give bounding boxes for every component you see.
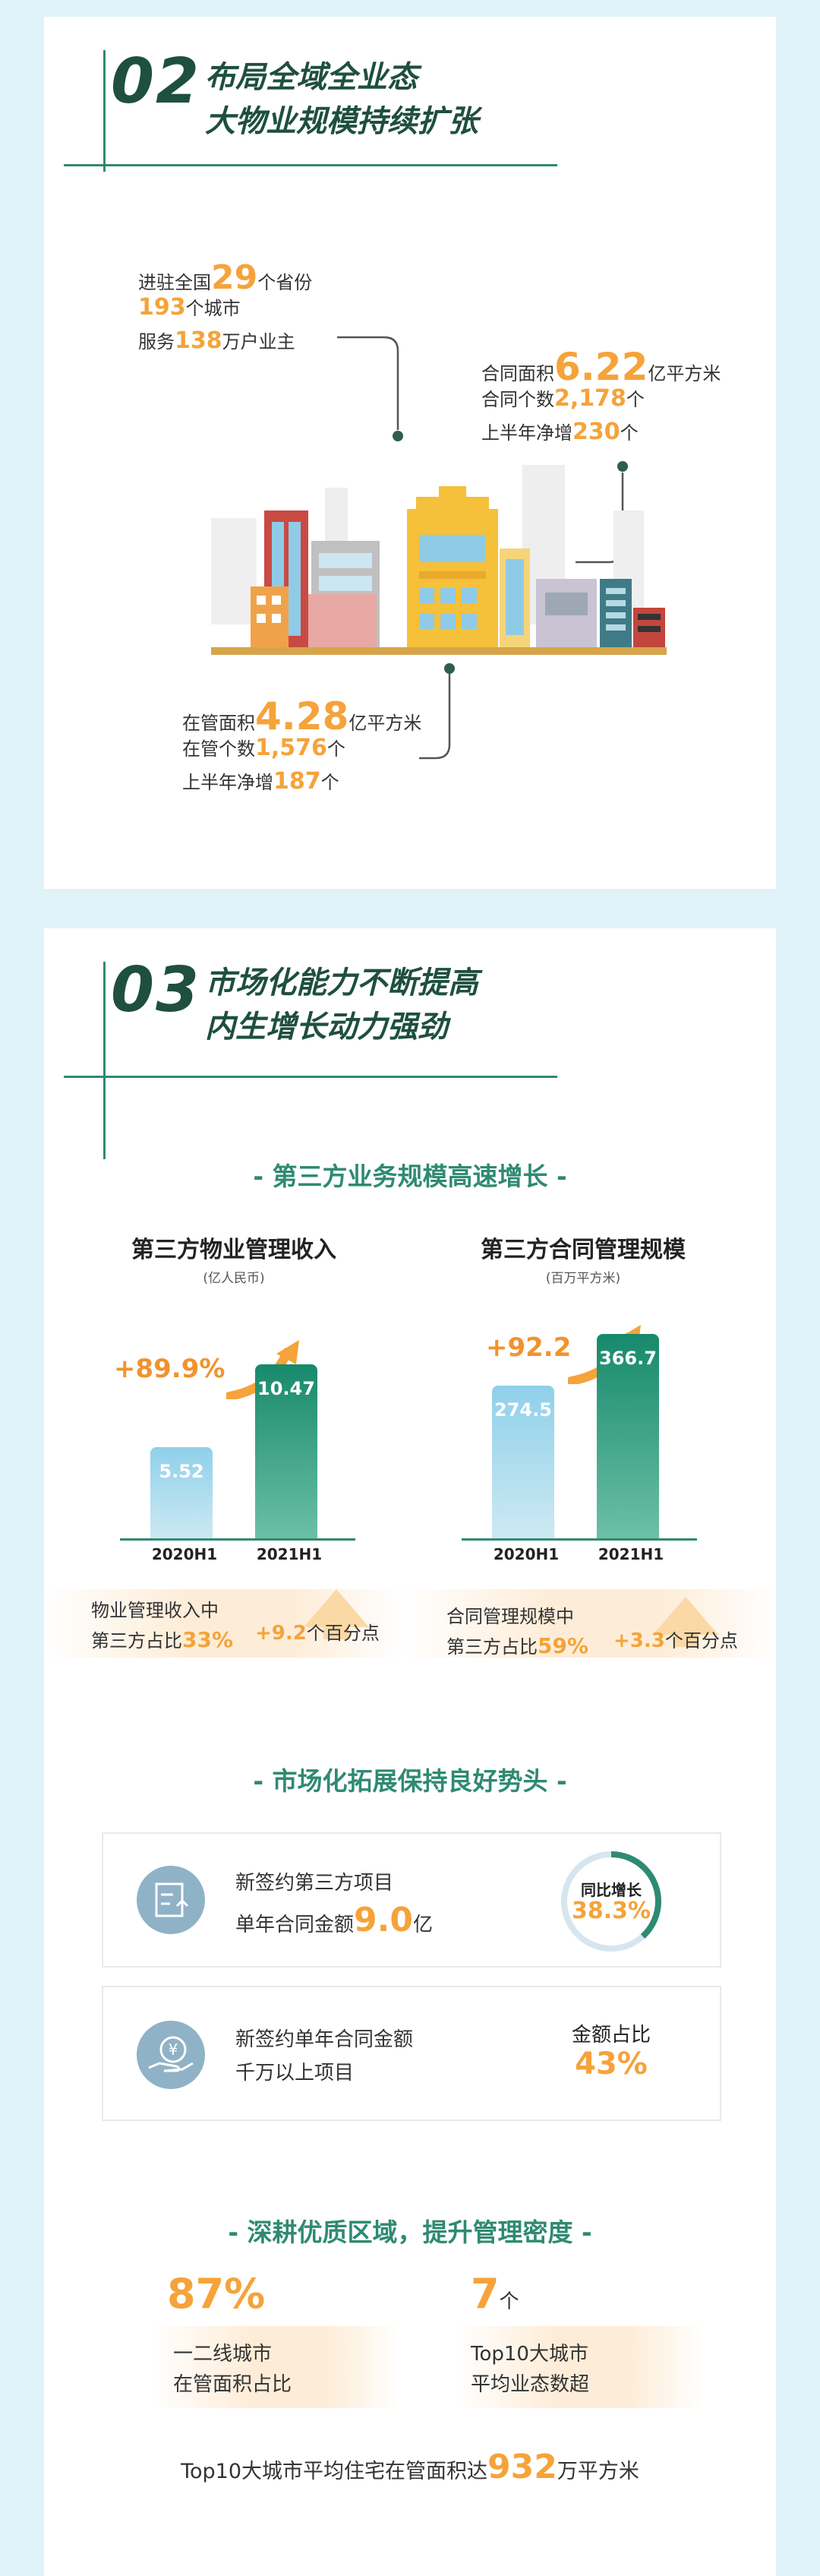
chart2-bar-1: 366.7	[597, 1334, 659, 1539]
chart2-unit: (百万平方米)	[545, 1271, 621, 1286]
section-03-card: 03 市场化能力不断提高 内生增长动力强劲 - 第三方业务规模高速增长 - 第三…	[44, 928, 776, 2576]
box2-right-value: 43%	[575, 2047, 648, 2081]
residential-area-value: 932	[487, 2448, 557, 2486]
box2-line2: 千万以上项目	[235, 2062, 355, 2085]
chart1-title: 第三方物业管理收入	[131, 1237, 336, 1263]
section-title-line1: 布局全域全业态	[205, 60, 418, 95]
tier12-line1: 一二线城市	[173, 2343, 273, 2366]
title-horizontal-rule	[64, 164, 557, 166]
section-title-line1: 市场化能力不断提高	[205, 966, 478, 1000]
section-number: 02	[111, 46, 201, 118]
city-buildings-illustration	[211, 465, 667, 655]
chart1-bar-1: 10.47	[255, 1364, 317, 1539]
top10-line2: 平均业态数超	[471, 2373, 590, 2396]
chart2-xlabel-1: 2021H1	[598, 1545, 664, 1563]
provinces-value: 29	[211, 258, 258, 297]
subheading-market-expansion: - 市场化拓展保持良好势头 -	[253, 1766, 567, 1796]
chart1-unit: (亿人民币)	[203, 1271, 265, 1286]
yen-hand-icon: ¥	[137, 2021, 205, 2089]
new-contract-box: 新签约第三方项目 单年合同金额9.0亿 同比增长 38.3%	[102, 1832, 721, 1968]
title-vertical-rule	[103, 50, 106, 172]
ring-progress	[561, 1851, 661, 1952]
top10-formats-value: 7个	[471, 2270, 519, 2318]
contract-area-value: 6.22	[554, 345, 648, 389]
chart1-growth-label: +89.9%	[114, 1354, 226, 1384]
strip-revenue-line1: 物业管理收入中	[91, 1600, 219, 1621]
up-arrow-icon	[304, 1589, 369, 1639]
contract-count-value: 2,178	[554, 385, 626, 412]
strip-revenue-share-value: 33%	[182, 1627, 234, 1652]
up-arrow-icon	[653, 1597, 718, 1647]
title-vertical-rule	[103, 962, 106, 1159]
chart1-bar-label-0: 5.52	[159, 1461, 204, 1482]
yoy-growth-ring	[561, 1851, 661, 1952]
managed-net-increase-value: 187	[273, 768, 321, 795]
top10-bg	[454, 2326, 705, 2408]
cities-value: 193	[138, 294, 186, 321]
subheading-third-party-growth: - 第三方业务规模高速增长 -	[253, 1162, 567, 1191]
yoy-label: 同比增长	[581, 1881, 642, 1899]
chart1-plot: 5.52 10.47	[105, 1323, 363, 1541]
chart1-bar-0: 5.52	[150, 1447, 213, 1539]
managed-count-value: 1,576	[255, 735, 327, 761]
chart2-bar-label-1: 366.7	[599, 1348, 657, 1369]
box2-line1: 新签约单年合同金额	[235, 2028, 414, 2051]
svg-text:¥: ¥	[169, 2040, 178, 2059]
large-contract-box: ¥ 新签约单年合同金额 千万以上项目 金额占比 43%	[102, 1986, 721, 2121]
section-number: 03	[111, 954, 201, 1026]
chart1-xlabel-0: 2020H1	[151, 1545, 218, 1563]
contract-net-increase-value: 230	[572, 419, 620, 445]
box2-right-label: 金额占比	[571, 2024, 651, 2047]
chart2-xlabel-0: 2020H1	[493, 1545, 560, 1563]
stat-provinces-block: 进驻全国29个省份 193个城市 服务138万户业主	[138, 258, 313, 354]
box1-line2: 单年合同金额9.0亿	[235, 1901, 433, 1939]
stat-contract-block: 合同面积6.22亿平方米 合同个数2,178个 上半年净增230个	[481, 345, 721, 445]
box1-amount-value: 9.0	[354, 1901, 413, 1939]
strip-revenue-delta: +9.2个百分点	[255, 1622, 380, 1645]
chart2-growth-label: +92.2	[486, 1332, 572, 1363]
strip-contract-delta: +3.3个百分点	[613, 1629, 738, 1652]
title-horizontal-rule	[64, 1076, 557, 1078]
tier12-share-value: 87%	[167, 2270, 266, 2318]
strip-contract-line2: 第三方占比59%	[446, 1633, 589, 1658]
strip-revenue-line2: 第三方占比33%	[91, 1627, 234, 1652]
strip-contract-share-bg	[401, 1589, 776, 1658]
top10-residential-area: Top10大城市平均住宅在管面积达932万平方米	[181, 2448, 639, 2486]
tier12-line2: 在管面积占比	[173, 2373, 292, 2396]
stat-managed-block: 在管面积4.28亿平方米 在管个数1,576个 上半年净增187个	[182, 694, 422, 795]
section-02-card: 02 布局全域全业态 大物业规模持续扩张 进驻全国29个省份 193个城市 服务…	[44, 17, 776, 889]
households-value: 138	[175, 327, 222, 354]
chart1-baseline	[120, 1538, 355, 1541]
chart1-xlabel-1: 2021H1	[256, 1545, 323, 1563]
chart2-bar-0: 274.5	[492, 1386, 554, 1539]
chart1-bar-label-1: 10.47	[257, 1378, 315, 1399]
tier12-bg	[150, 2326, 401, 2408]
chart2-plot: 274.5 366.7	[446, 1308, 705, 1541]
chart2-title: 第三方合同管理规模	[481, 1237, 686, 1263]
top10-line1: Top10大城市	[471, 2343, 588, 2366]
strip-contract-line1: 合同管理规模中	[446, 1606, 574, 1627]
chart2-baseline	[462, 1538, 697, 1541]
section-title-line2: 内生增长动力强劲	[205, 1010, 448, 1045]
subheading-regional-density: - 深耕优质区域，提升管理密度 -	[228, 2217, 592, 2247]
box1-line1: 新签约第三方项目	[235, 1872, 394, 1895]
document-arrow-icon	[137, 1866, 205, 1934]
strip-contract-share-value: 59%	[538, 1633, 589, 1658]
managed-area-value: 4.28	[255, 694, 349, 738]
chart2-bar-label-0: 274.5	[494, 1399, 552, 1421]
yoy-value: 38.3%	[571, 1898, 651, 1924]
section-title-line2: 大物业规模持续扩张	[205, 104, 478, 139]
